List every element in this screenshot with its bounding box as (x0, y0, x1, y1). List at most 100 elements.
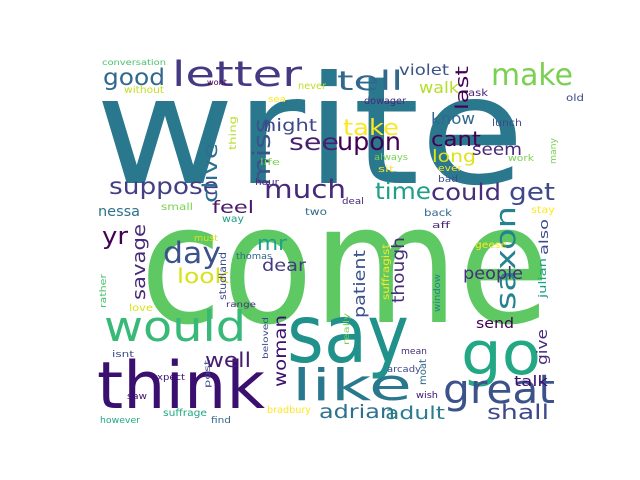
word-studland: studland (218, 252, 229, 300)
word-dear: dear (262, 256, 306, 276)
word-suppose: suppose (109, 174, 219, 200)
word-talk: talk (514, 374, 549, 390)
word-bradbury: bradbury (267, 405, 311, 416)
word-shall: shall (487, 400, 549, 424)
word-ask: ask (468, 88, 488, 99)
word-conversation: conversation (102, 58, 166, 67)
word-dowager: dowager (364, 96, 407, 107)
word-get: get (509, 178, 555, 206)
word-however: however (100, 416, 140, 426)
word-cant: cant (431, 127, 481, 151)
word-without: without (124, 85, 164, 96)
word-sit: sit (378, 165, 395, 175)
word-also: also (537, 219, 551, 255)
word-sea: sea (268, 95, 286, 105)
word-bad: bad (438, 175, 458, 185)
word-thomas: thomas (236, 252, 272, 262)
word-beloved: beloved (261, 317, 270, 359)
word-much: much (264, 175, 346, 205)
word-expect: expect (151, 373, 186, 383)
word-two: two (305, 207, 327, 218)
word-must: must (194, 234, 218, 244)
word-wont: wont (207, 78, 227, 87)
word-wish: wish (416, 391, 438, 401)
word-hour: hour (255, 178, 279, 188)
word-time: time (375, 179, 431, 205)
word-patient: patient (350, 250, 369, 318)
word-give: give (535, 329, 551, 365)
word-woman: woman (271, 315, 291, 387)
word-arcady: arcady (387, 365, 422, 375)
word-feel: feel (212, 198, 254, 218)
word-stay: stay (531, 205, 555, 216)
word-small: small (161, 202, 193, 213)
word-miss: miss (248, 118, 276, 186)
word-night: night (263, 116, 317, 136)
word-walk: walk (419, 78, 460, 97)
word-make: make (491, 58, 573, 93)
word-last: last (452, 66, 473, 110)
word-ever: ever (438, 164, 462, 174)
word-adult: adult (385, 403, 445, 424)
word-saw: saw (127, 392, 147, 402)
word-see: see (289, 130, 339, 156)
word-saxon: saxon (489, 206, 522, 310)
word-send: send (476, 316, 514, 332)
word-go: go (461, 319, 541, 389)
word-thing: thing (228, 116, 239, 150)
word-suffragist: suffragist (381, 244, 392, 300)
word-isnt: isnt (112, 350, 135, 360)
word-come: come (140, 169, 550, 361)
word-look: look (177, 264, 230, 288)
word-way: way (222, 214, 244, 225)
word-say: say (287, 288, 409, 381)
word-seem: seem (472, 140, 522, 160)
word-aff: aff (432, 221, 451, 231)
word-good: good (103, 65, 165, 91)
word-clive: clive (198, 143, 222, 203)
word-day: day (163, 236, 221, 270)
word-never: never (298, 81, 327, 92)
word-moat: moat (418, 359, 429, 385)
word-know: know (431, 109, 475, 128)
word-geese: geese (475, 240, 507, 251)
word-deal: deal (342, 197, 364, 207)
word-though: though (389, 237, 409, 303)
word-life: life (260, 158, 281, 168)
word-always: always (374, 153, 408, 163)
word-really: really (342, 313, 351, 345)
word-find: find (211, 416, 231, 426)
word-love: love (129, 303, 153, 314)
word-old: old (566, 93, 584, 104)
word-julian: julian (536, 258, 549, 299)
word-think: think (97, 349, 265, 424)
word-take: take (343, 116, 399, 141)
word-yr: yr (102, 222, 128, 250)
word-violet: violet (399, 61, 449, 79)
word-post: post (203, 360, 212, 388)
word-window: window (433, 274, 443, 312)
word-back: back (424, 208, 452, 219)
word-like: like (292, 360, 412, 411)
word-suffrage: suffrage (163, 408, 207, 419)
word-would: would (104, 302, 246, 351)
word-could: could (431, 180, 501, 206)
word-work: work (508, 154, 535, 164)
word-great: great (443, 367, 555, 413)
word-people: people (463, 264, 523, 284)
word-mr: mr (257, 231, 288, 255)
word-long: long (432, 147, 476, 167)
word-nessa: nessa (98, 204, 140, 220)
word-write: write (95, 45, 525, 219)
word-mean: mean (401, 347, 427, 357)
word-adrian: adrian (319, 401, 395, 423)
word-rather: rather (99, 274, 109, 308)
word-upon: upon (337, 127, 401, 156)
word-well: well (205, 348, 251, 372)
word-range: range (226, 300, 256, 309)
word-tell: tell (337, 66, 403, 97)
word-letter: letter (172, 55, 303, 95)
word-lunch: lunch (492, 118, 522, 129)
word-savage: savage (129, 224, 150, 300)
